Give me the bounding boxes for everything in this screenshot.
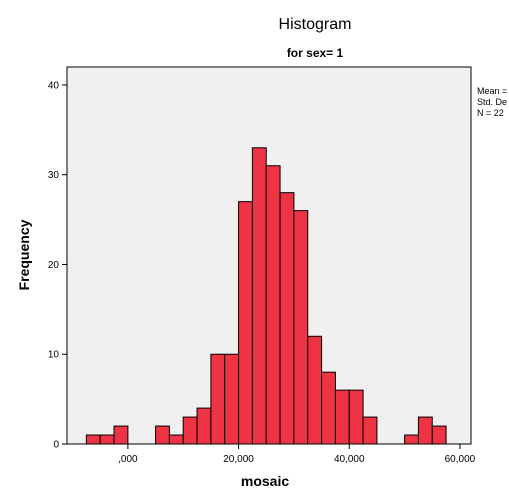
x-axis: ,000 20,000 40,000 60,000 (118, 444, 476, 465)
x-tick-label: 60,000 (445, 454, 476, 465)
bars-group (85, 147, 447, 445)
x-tick-label: ,000 (118, 454, 138, 465)
histogram-bar (224, 353, 240, 445)
histogram-bar (155, 425, 170, 445)
histogram-bar (431, 425, 447, 445)
x-tick-label: 20,000 (223, 454, 254, 465)
histogram-bar (238, 201, 253, 445)
histogram-bar (307, 335, 323, 445)
histogram-bar (293, 210, 309, 445)
y-tick-label: 10 (48, 350, 60, 361)
stats-line: Std. De (477, 97, 507, 107)
histogram-bar (417, 416, 433, 445)
chart-title: Histogram (279, 16, 352, 33)
histogram-bar (85, 434, 101, 445)
histogram-bar (348, 389, 364, 445)
histogram-bar (362, 416, 378, 445)
stats-line: Mean = (477, 86, 507, 96)
x-axis-label: mosaic (241, 473, 289, 489)
y-tick-label: 20 (48, 260, 60, 271)
histogram-bar (113, 425, 129, 445)
y-axis: 0 10 20 30 40 (48, 80, 67, 451)
histogram-bar (182, 416, 198, 445)
histogram-bar (265, 165, 281, 445)
histogram-bar (99, 434, 115, 445)
histogram-bar (404, 434, 419, 445)
chart-subtitle: for sex= 1 (287, 46, 344, 60)
y-tick-label: 30 (48, 170, 60, 181)
y-tick-label: 0 (53, 440, 59, 451)
y-axis-label: Frequency (16, 219, 32, 290)
x-tick-label: 40,000 (334, 454, 365, 465)
histogram-bar (210, 353, 226, 445)
histogram-bar (279, 192, 295, 445)
histogram-bar (196, 407, 212, 445)
y-tick-label: 40 (48, 80, 60, 91)
stats-line: N = 22 (477, 108, 504, 118)
histogram-bar (334, 389, 350, 445)
histogram-bar (251, 147, 267, 445)
histogram-bar (168, 434, 184, 445)
stats-box: Mean =Std. DeN = 22 (477, 86, 507, 118)
histogram-bar (321, 371, 336, 445)
